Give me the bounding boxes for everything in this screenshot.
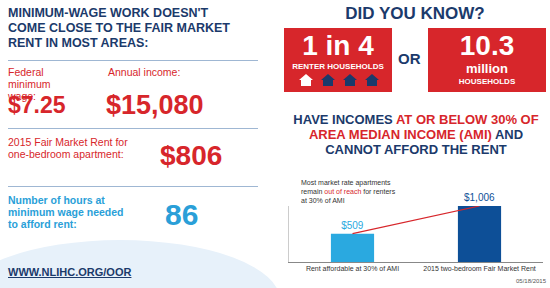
html-text:HOUSEHOLDS: HOUSEHOLDS [458, 77, 516, 86]
html-text:86: 86 [165, 198, 199, 231]
html-text:MINIMUM-WAGE WORK DOESN'T COME: MINIMUM-WAGE WORK DOESN'T COME CLOSE TO … [8, 6, 230, 50]
svg-text:2015 two-bedroom Fair Market R: 2015 two-bedroom Fair Market Rent [423, 265, 535, 272]
html-text:$15,080: $15,080 [106, 90, 204, 120]
html-text:OR: OR [398, 50, 421, 67]
svg-text:$509: $509 [341, 220, 364, 231]
html-text:DID YOU KNOW?: DID YOU KNOW? [345, 4, 485, 23]
html-text:Annual income:: Annual income: [108, 66, 181, 78]
html-text:05/18/2015: 05/18/2015 [516, 278, 546, 284]
html-text:Number of hours at minimum wag: Number of hours at minimum wage needed t… [8, 194, 124, 230]
svg-text:Most market rate apartmentsrem: Most market rate apartmentsremain out of… [301, 179, 396, 204]
svg-text:Rent affordable at 30% of AMI: Rent affordable at 30% of AMI [306, 265, 399, 272]
html-text:$806: $806 [160, 140, 223, 171]
svg-text:$1,006: $1,006 [464, 192, 495, 203]
html-text:Federal minimum wage:: Federal minimum wage: [8, 66, 51, 102]
html-text:RENTER HOUSEHOLDS: RENTER HOUSEHOLDS [292, 62, 384, 71]
html-text:1 in 4: 1 in 4 [302, 30, 374, 61]
html-text:$7.25: $7.25 [8, 92, 66, 118]
html-text:2015 Fair Market Rent for one-: 2015 Fair Market Rent for one-bedroom ap… [8, 136, 128, 160]
html-text:10.3: 10.3 [459, 30, 515, 61]
html-text:million: million [466, 61, 508, 76]
html-text:WWW.NLIHC.ORG/OOR: WWW.NLIHC.ORG/OOR [8, 266, 132, 278]
html-text:HAVE INCOMES AT OR BELOW 30% O: HAVE INCOMES AT OR BELOW 30% OF AREA MED… [293, 112, 539, 157]
